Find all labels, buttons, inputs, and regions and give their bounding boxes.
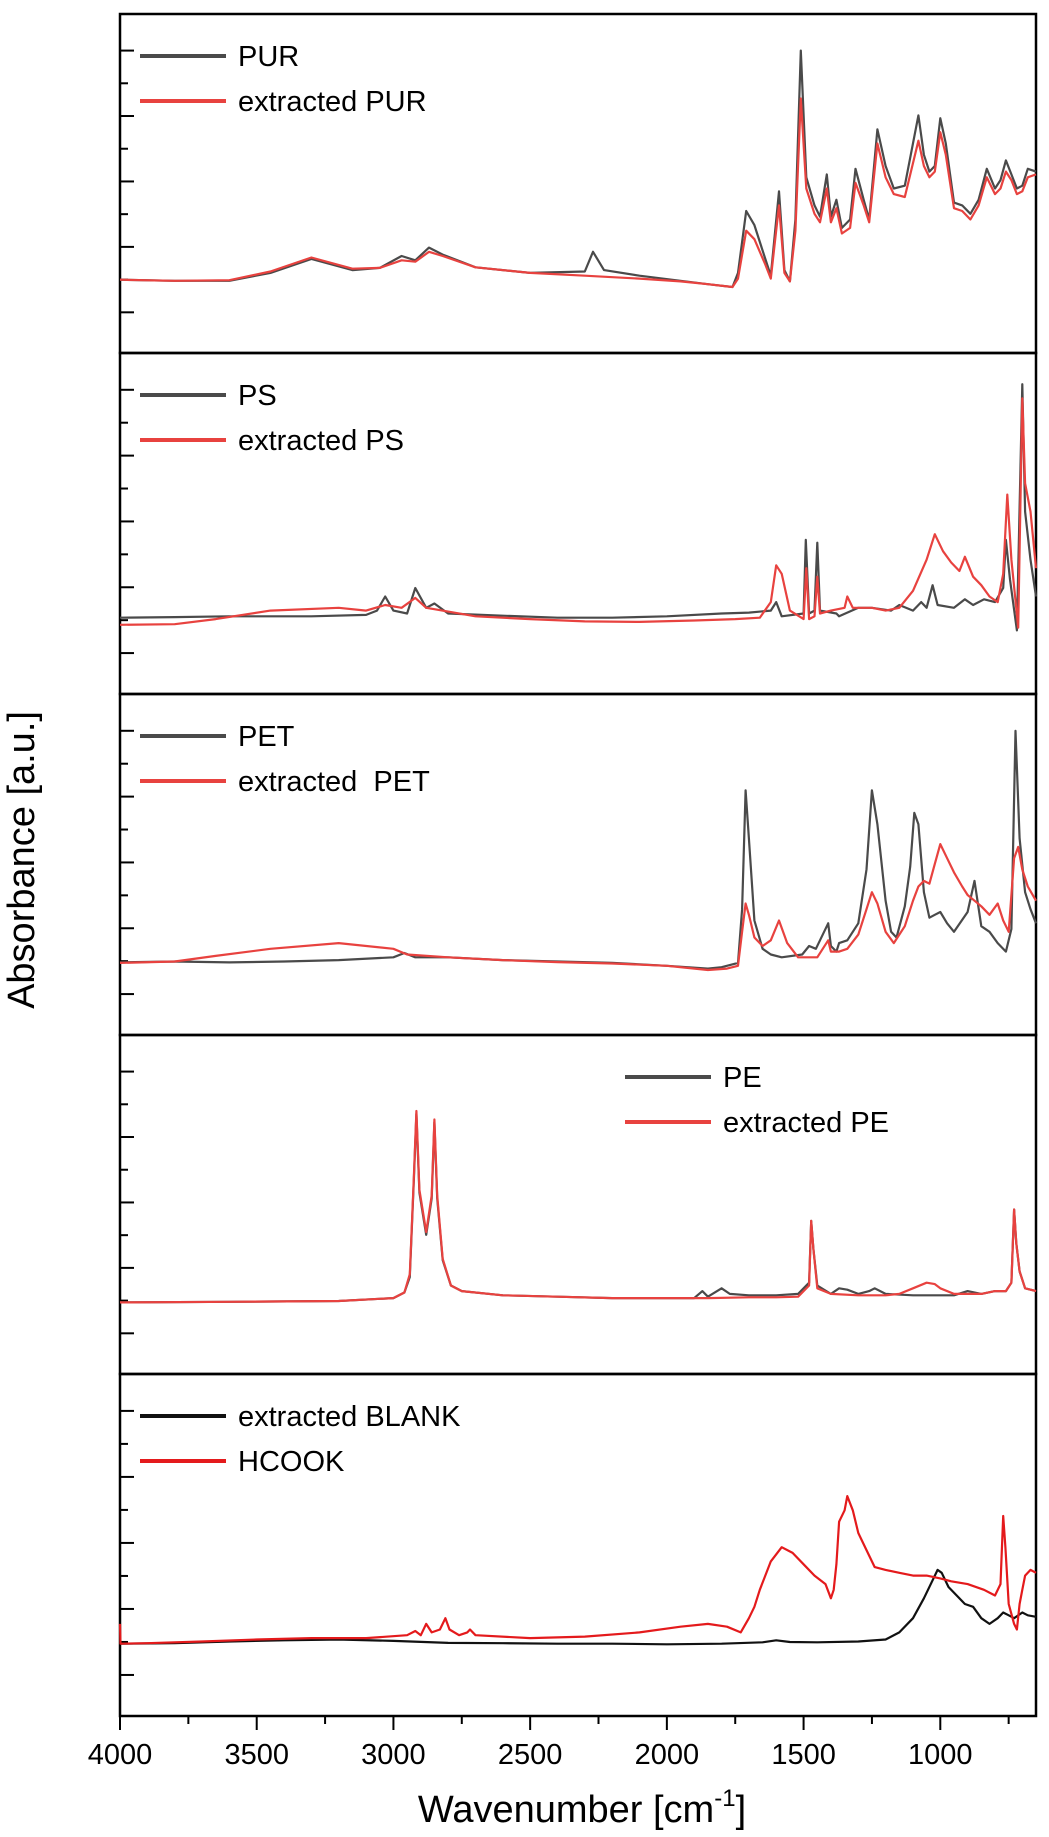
- panel-ps: PS extracted PS: [118, 351, 1038, 696]
- panel-pe: PE extracted PE: [118, 1033, 1038, 1376]
- x-tick-label: 1000: [908, 1739, 973, 1771]
- x-tick-label: 4000: [88, 1739, 153, 1771]
- legend: PE extracted PE: [625, 1062, 889, 1139]
- x-tick-label: 3000: [361, 1739, 426, 1771]
- legend-label: PS: [238, 380, 277, 412]
- legend-label: extracted PET: [238, 766, 430, 798]
- panel-pet: PET extracted PET: [118, 692, 1038, 1037]
- legend-label: extracted BLANK: [238, 1401, 461, 1433]
- series-line-extracted-pe: [119, 1109, 1037, 1304]
- x-axis-title-superscript: -1: [714, 1785, 735, 1812]
- legend-label: PE: [723, 1062, 762, 1094]
- series-line-pe: [119, 1112, 1037, 1304]
- y-ticks: [120, 729, 134, 996]
- panel-frame: [118, 1033, 1038, 1376]
- legend-label: PET: [238, 721, 295, 753]
- legend-label: PUR: [238, 41, 299, 73]
- legend: PET extracted PET: [140, 721, 430, 798]
- legend: PS extracted PS: [140, 380, 404, 457]
- panels-group: PUR extracted PUR PS extracted PS PET extract…: [118, 12, 1038, 1730]
- series-line-extracted-ps: [119, 397, 1038, 629]
- y-ticks: [120, 1070, 134, 1335]
- x-tick-label: 1500: [771, 1739, 836, 1771]
- panel-pur: PUR extracted PUR: [118, 12, 1038, 355]
- series-line-extracted-blank: [119, 1568, 1037, 1646]
- x-axis-title-end: ]: [736, 1789, 747, 1831]
- x-tick-labels: 4000 3500 3000 2500 2000 1500 1000: [88, 1739, 973, 1771]
- series-line-hcook: [118, 1495, 1037, 1645]
- x-axis-title: Wavenumber [cm-1]: [418, 1785, 746, 1831]
- x-tick-label: 2500: [498, 1739, 563, 1771]
- x-tick-label: 2000: [635, 1739, 700, 1771]
- x-tick-label: 3500: [224, 1739, 289, 1771]
- series-line-extracted-pur: [119, 97, 1037, 289]
- y-ticks: [120, 49, 134, 314]
- series-line-extracted-pet: [119, 843, 1037, 972]
- y-axis-title: Absorbance [a.u.]: [1, 711, 43, 1009]
- panel-hcook: extracted BLANK HCOOK: [118, 1372, 1038, 1730]
- series-line-ps: [119, 383, 1038, 632]
- legend: extracted BLANK HCOOK: [140, 1401, 461, 1478]
- legend-label: extracted PUR: [238, 86, 427, 118]
- x-ticks: [119, 1716, 1010, 1730]
- legend-label: HCOOK: [238, 1446, 345, 1478]
- panel-frame: [118, 1372, 1038, 1718]
- y-ticks: [120, 1409, 134, 1676]
- y-ticks: [120, 388, 134, 655]
- legend-label: extracted PS: [238, 425, 404, 457]
- legend: PUR extracted PUR: [140, 41, 427, 118]
- x-axis-title-main: Wavenumber [cm: [418, 1789, 714, 1831]
- legend-label: extracted PE: [723, 1107, 889, 1139]
